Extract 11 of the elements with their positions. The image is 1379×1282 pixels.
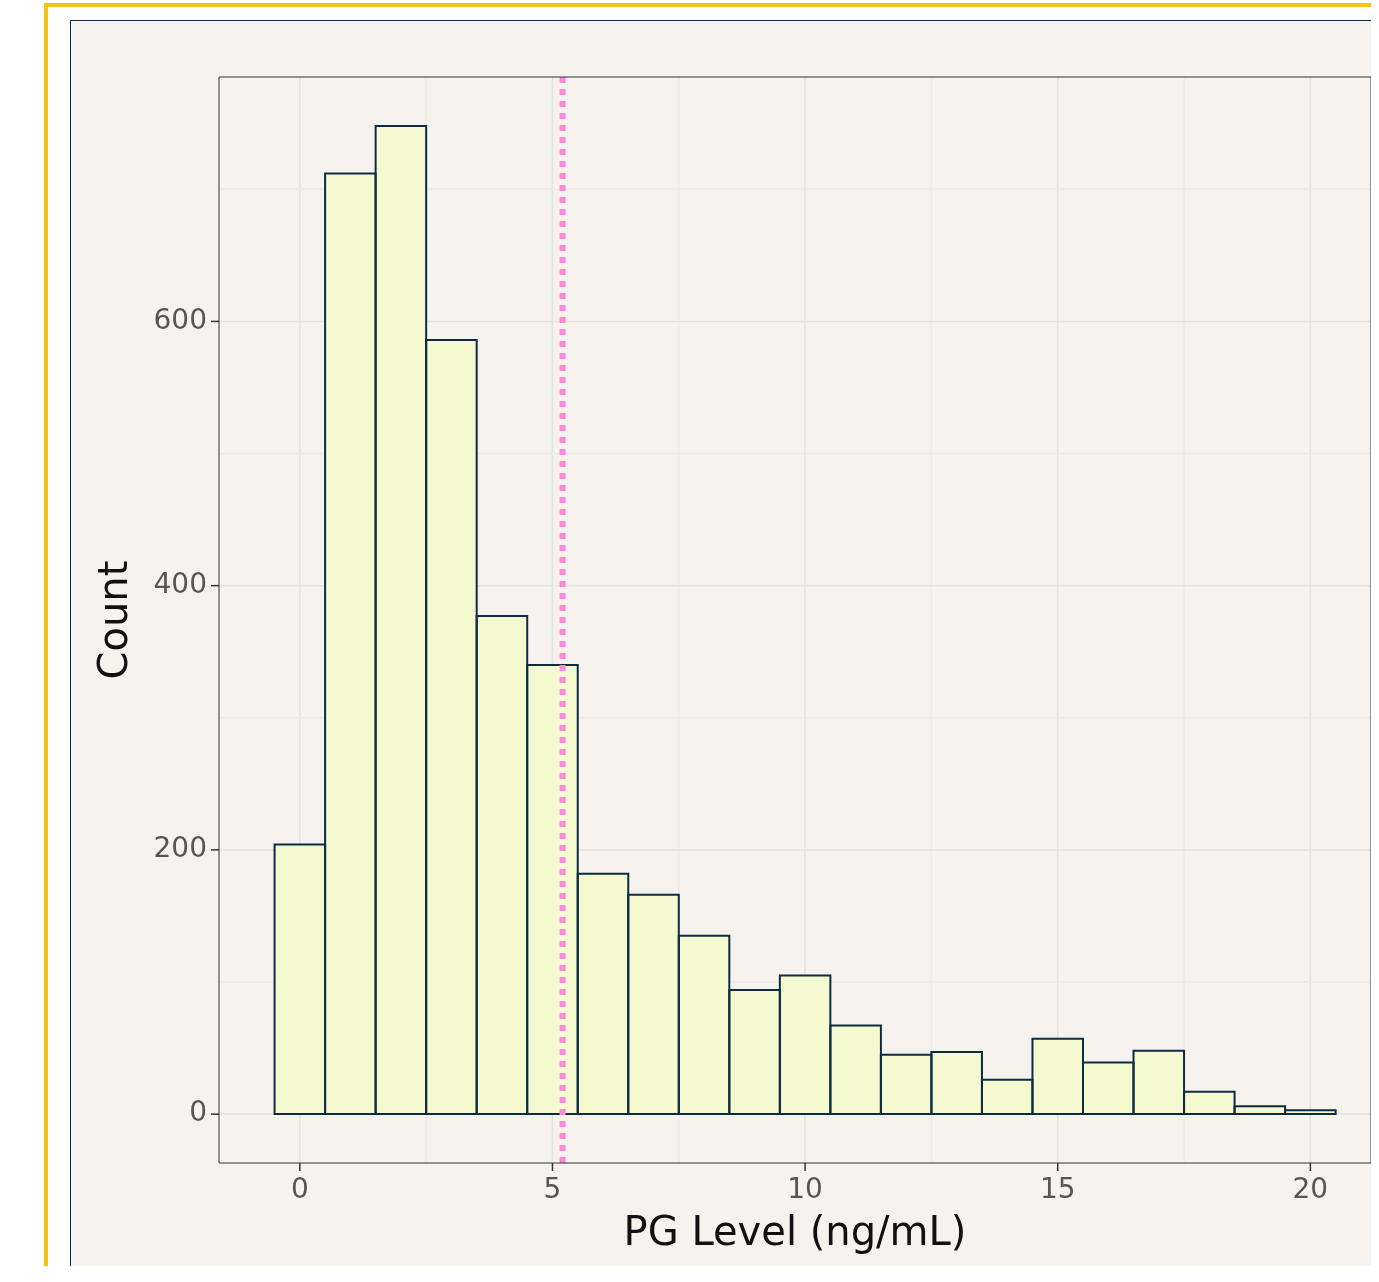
y-tick-label: 200 bbox=[153, 831, 207, 865]
x-tick-label: 20 bbox=[1292, 1172, 1329, 1206]
y-axis-title: Count bbox=[90, 560, 137, 680]
y-tick-label: 400 bbox=[153, 566, 207, 600]
x-tick-label: 15 bbox=[1039, 1172, 1076, 1206]
y-tick-label: 0 bbox=[189, 1095, 207, 1129]
x-tick-label: 0 bbox=[290, 1172, 309, 1206]
x-tick-label: 10 bbox=[787, 1172, 823, 1206]
x-axis-title: PG Level (ng/mL) bbox=[623, 1208, 967, 1255]
x-tick-label: 5 bbox=[543, 1172, 562, 1206]
y-tick-label: 600 bbox=[153, 302, 207, 336]
